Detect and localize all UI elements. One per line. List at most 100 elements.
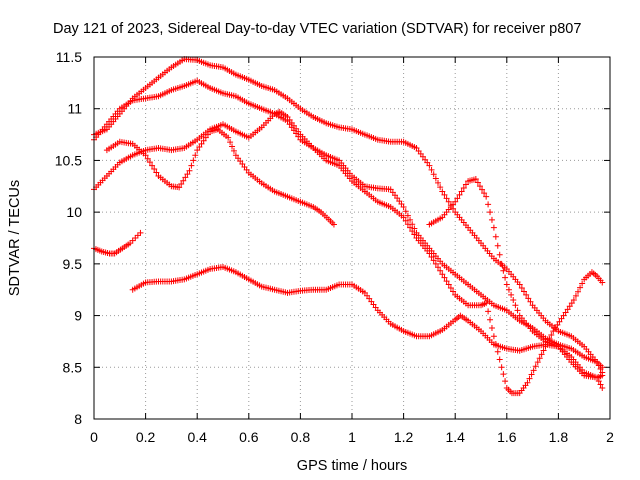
data-point	[450, 288, 457, 295]
data-point	[456, 191, 463, 198]
series-4	[103, 126, 337, 228]
data-point	[487, 209, 494, 216]
data-point	[568, 300, 575, 307]
data-point	[490, 224, 497, 231]
x-tick-label: 0.2	[136, 429, 156, 445]
data-point	[144, 155, 151, 162]
data-point	[411, 231, 418, 238]
data-point	[570, 297, 577, 304]
data-point	[458, 188, 465, 195]
x-tick-label: 0	[90, 429, 98, 445]
data-point	[572, 292, 579, 299]
data-point	[192, 152, 199, 159]
data-point	[443, 195, 450, 202]
data-point	[439, 188, 446, 195]
data-point	[409, 228, 416, 235]
data-point	[225, 134, 232, 141]
data-point	[521, 288, 527, 295]
data-point	[538, 351, 545, 358]
data-point	[134, 232, 141, 239]
data-point	[496, 356, 503, 363]
x-tick-label: 1.6	[497, 429, 517, 445]
data-point	[562, 309, 569, 316]
data-point	[494, 348, 501, 355]
data-point	[441, 274, 448, 281]
x-tick-label: 1	[348, 429, 356, 445]
data-point	[479, 186, 486, 193]
data-point	[599, 372, 606, 379]
data-point	[508, 291, 515, 298]
data-point	[182, 174, 189, 181]
data-point	[550, 328, 557, 335]
data-point	[407, 224, 414, 231]
y-tick-label: 10.5	[55, 152, 82, 168]
data-point	[487, 316, 494, 323]
data-point	[149, 162, 156, 169]
plot-frame	[93, 56, 611, 420]
data-point	[190, 157, 197, 164]
x-tick-label: 1.8	[549, 429, 569, 445]
data-point	[227, 139, 234, 146]
data-point	[597, 381, 604, 388]
data-point	[528, 371, 535, 378]
y-tick-label: 9.5	[63, 256, 83, 272]
y-axis-label: SDTVAR / TECUs	[7, 180, 23, 296]
data-point	[502, 274, 509, 281]
data-point	[404, 221, 411, 228]
data-point	[184, 171, 191, 178]
data-point	[502, 378, 509, 385]
series-6	[91, 229, 144, 257]
data-point	[599, 364, 606, 371]
data-point	[437, 184, 444, 191]
data-point	[430, 257, 437, 264]
data-point	[460, 185, 467, 192]
data-point	[430, 171, 437, 178]
x-tick-label: 1.4	[445, 429, 465, 445]
data-point	[202, 134, 209, 141]
data-point	[153, 169, 160, 176]
data-point	[490, 333, 497, 340]
data-point	[534, 359, 541, 366]
x-axis-label: GPS time / hours	[297, 458, 407, 474]
x-tick-label: 0.4	[187, 429, 207, 445]
data-point	[426, 162, 433, 169]
data-point	[452, 198, 459, 205]
data-point	[432, 260, 439, 267]
data-point	[426, 250, 433, 257]
data-point	[498, 260, 505, 267]
data-point	[462, 181, 469, 188]
x-tick-label: 0.8	[291, 429, 311, 445]
data-point	[407, 216, 414, 223]
series-1	[91, 56, 606, 376]
data-point	[432, 175, 439, 182]
data-point	[530, 367, 537, 374]
data-point	[330, 221, 337, 228]
data-point	[180, 177, 187, 184]
data-point	[599, 384, 606, 391]
data-point	[500, 371, 507, 378]
data-point	[498, 364, 505, 371]
data-point	[526, 375, 533, 382]
data-point	[485, 308, 492, 315]
data-point	[494, 242, 501, 249]
data-point	[146, 159, 153, 166]
data-point	[552, 324, 559, 331]
data-point	[129, 237, 136, 244]
data-point	[496, 251, 503, 258]
data-point	[142, 152, 149, 159]
data-point	[445, 281, 452, 288]
data-point	[200, 137, 207, 144]
data-point	[435, 264, 441, 271]
data-point	[512, 302, 519, 309]
data-point	[400, 203, 407, 210]
data-point	[137, 229, 144, 236]
data-point	[524, 379, 531, 386]
data-point	[599, 279, 606, 286]
data-point	[132, 235, 139, 241]
series-7	[129, 263, 606, 381]
data-point	[575, 288, 582, 295]
data-point	[229, 143, 236, 150]
data-point	[400, 214, 407, 221]
data-point	[428, 253, 435, 260]
